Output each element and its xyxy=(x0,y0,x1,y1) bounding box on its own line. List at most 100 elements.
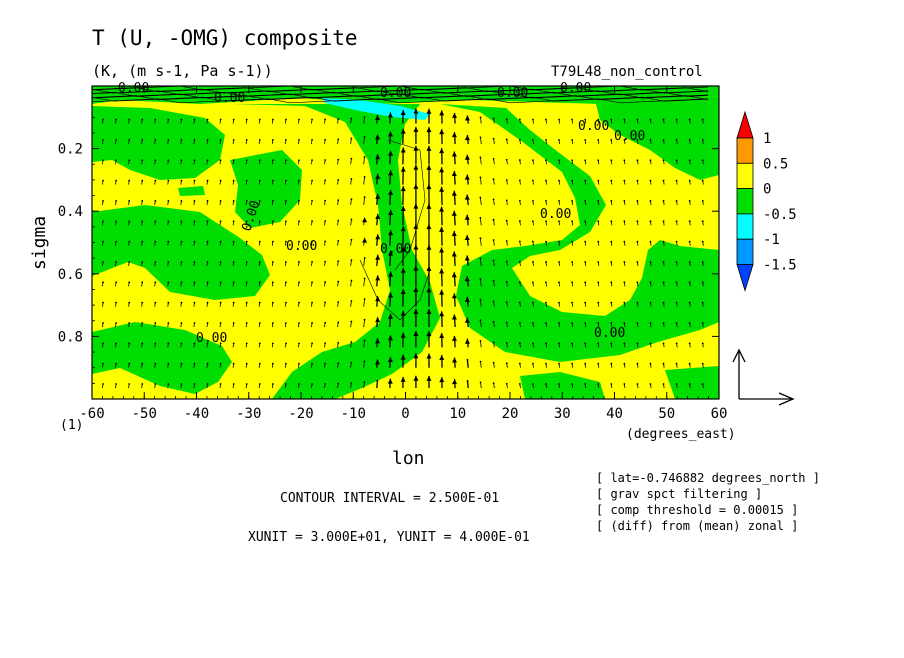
wind-vector-head xyxy=(272,180,274,182)
wind-vector-head xyxy=(493,260,495,262)
wind-vector-head xyxy=(128,261,130,263)
wind-vector-head xyxy=(272,119,274,121)
wind-vector-head xyxy=(246,180,248,182)
wind-vector-head xyxy=(676,200,678,202)
colorbar-segment xyxy=(737,239,753,264)
wind-vector-head xyxy=(610,302,612,304)
wind-vector-head xyxy=(115,220,117,222)
wind-vector-head xyxy=(364,176,366,178)
wind-vector-head xyxy=(650,383,652,385)
wind-vector-head xyxy=(584,139,586,141)
wind-vector-head xyxy=(610,139,612,141)
wind-vector-head xyxy=(102,281,104,283)
x-tick-label: 0 xyxy=(401,406,409,422)
wind-vector-head xyxy=(194,281,196,283)
wind-vector-head xyxy=(532,383,534,385)
wind-vector-head xyxy=(610,220,612,222)
wind-vector-head xyxy=(115,139,117,141)
wind-vector-head xyxy=(702,180,704,182)
wind-vector-head xyxy=(623,200,625,202)
wind-vector-head xyxy=(311,159,313,161)
wind-vector-head xyxy=(324,383,326,385)
wind-vector-head xyxy=(246,281,248,283)
wind-vector-head xyxy=(637,220,639,222)
wind-vector-head xyxy=(181,342,183,344)
colorbar: 10.50-0.5-1-1.5 xyxy=(737,112,797,291)
wind-vector-head xyxy=(154,322,156,324)
wind-vector-head xyxy=(181,302,183,304)
wind-vector-head xyxy=(115,302,117,304)
wind-vector-head xyxy=(337,138,339,140)
wind-vector-head xyxy=(623,220,625,222)
wind-vector-head xyxy=(506,179,508,181)
wind-vector-head xyxy=(115,281,117,283)
wind-vector-head xyxy=(584,281,586,283)
wind-vector-head xyxy=(506,139,508,141)
wind-vector-head xyxy=(702,281,704,283)
wind-vector-head xyxy=(233,200,235,202)
wind-vector-head xyxy=(350,382,352,384)
wind-vector-head xyxy=(141,281,143,283)
wind-vector-head xyxy=(337,260,339,262)
x-tick-label: 10 xyxy=(449,406,466,422)
wind-vector-head xyxy=(558,180,560,182)
wind-vector-head xyxy=(311,261,313,263)
wind-vector-head xyxy=(519,342,521,344)
wind-vector-head xyxy=(571,159,573,161)
wind-vector-head xyxy=(610,342,612,344)
wind-vector-head xyxy=(220,302,222,304)
wind-vector-head xyxy=(259,119,261,121)
wind-vector-head xyxy=(298,261,300,263)
wind-vector-head xyxy=(128,342,130,344)
wind-vector-head xyxy=(259,261,261,263)
wind-vector-head xyxy=(597,383,599,385)
wind-vector-head xyxy=(623,159,625,161)
wind-vector-head xyxy=(128,281,130,283)
info-note-1: [ lat=-0.746882 degrees_north ] xyxy=(596,471,820,485)
wind-vector-head xyxy=(194,220,196,222)
wind-vector-head xyxy=(272,139,274,141)
wind-vector-head xyxy=(702,200,704,202)
wind-vector-head xyxy=(194,139,196,141)
wind-vector-head xyxy=(259,302,261,304)
wind-vector-head xyxy=(480,116,482,118)
wind-vector-head xyxy=(246,363,248,365)
wind-vector-head xyxy=(233,220,235,222)
wind-vector-head xyxy=(610,200,612,202)
wind-vector-head xyxy=(207,383,209,385)
wind-vector-head xyxy=(532,322,534,324)
wind-vector-head xyxy=(506,281,508,283)
wind-vector-head xyxy=(115,200,117,202)
wind-vector-head xyxy=(597,220,599,222)
wind-vector-head xyxy=(298,200,300,202)
wind-vector-head xyxy=(584,180,586,182)
wind-vector-head xyxy=(128,241,130,243)
wind-vector-head xyxy=(663,261,665,263)
wind-vector-head xyxy=(181,241,183,243)
wind-vector-head xyxy=(493,158,495,160)
wind-vector-head xyxy=(623,261,625,263)
reference-vector xyxy=(733,350,793,405)
wind-vector-head xyxy=(115,241,117,243)
wind-vector-head xyxy=(351,239,353,241)
contour-label: 0.00 xyxy=(286,239,317,254)
wind-vector-head xyxy=(181,261,183,263)
wind-vector-head xyxy=(311,281,313,283)
wind-vector-head xyxy=(597,363,599,365)
contour-label: 0.00 xyxy=(614,129,645,144)
wind-vector-head xyxy=(167,139,169,141)
wind-vector-head xyxy=(272,281,274,283)
wind-vector-head xyxy=(558,363,560,365)
wind-vector-head xyxy=(545,241,547,243)
wind-vector-head xyxy=(141,159,143,161)
wind-vector-head xyxy=(519,363,521,365)
wind-vector-head xyxy=(233,180,235,182)
wind-vector-head xyxy=(311,302,313,304)
x-tick-label: -50 xyxy=(132,406,157,422)
wind-vector-head xyxy=(233,322,235,324)
wind-vector-head xyxy=(571,200,573,202)
wind-vector-head xyxy=(233,119,235,121)
wind-vector-head xyxy=(351,280,353,282)
wind-vector-head xyxy=(207,281,209,283)
wind-vector-head xyxy=(689,363,691,365)
